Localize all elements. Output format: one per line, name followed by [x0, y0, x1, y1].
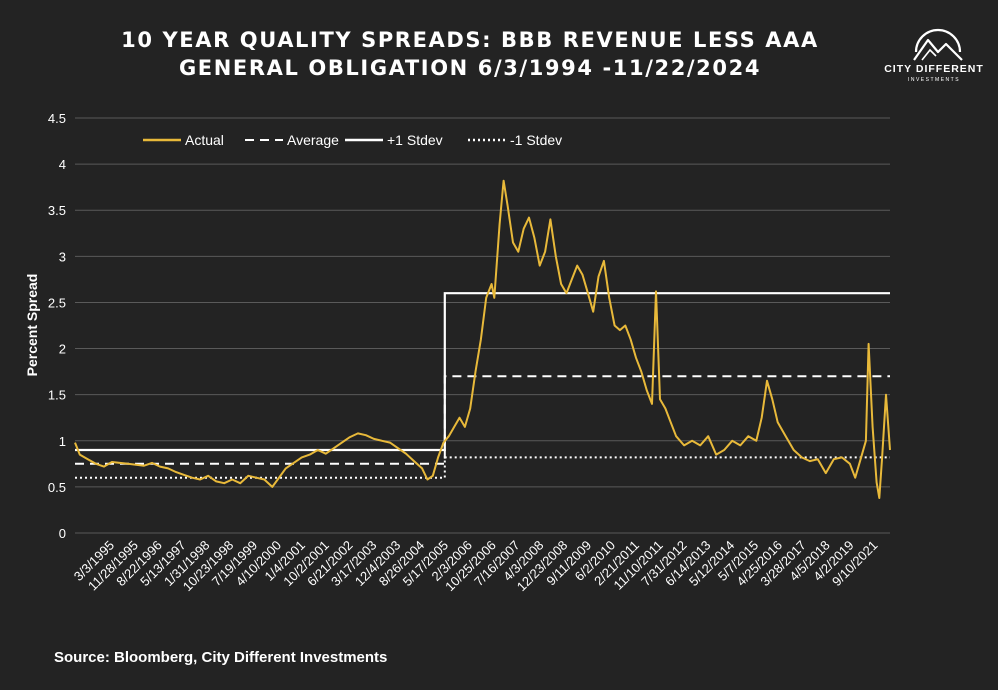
y-tick-label: 0.5: [48, 480, 66, 495]
x-axis-ticks: 3/3/199511/28/19958/22/19965/13/19971/31…: [71, 538, 881, 595]
legend-label: +1 Stdev: [387, 132, 443, 148]
y-tick-label: 0: [59, 526, 66, 541]
y-axis-label: Percent Spread: [24, 274, 40, 377]
chart-title-line-1: 10 YEAR QUALITY SPREADS: BBB REVENUE LES…: [121, 28, 819, 52]
legend-label: -1 Stdev: [510, 132, 562, 148]
legend-label: Actual: [185, 132, 224, 148]
y-tick-label: 1.5: [48, 388, 66, 403]
y-tick-label: 4.5: [48, 111, 66, 126]
y-tick-label: 4: [59, 157, 66, 172]
y-axis-ticks: 0 0.5 1 1.5 2 2.5 3 3.5 4 4.5: [48, 111, 66, 541]
source-note: Source: Bloomberg, City Different Invest…: [54, 649, 388, 666]
series-line--1-stdev: [75, 456, 890, 479]
actual-series-layer: [74, 179, 891, 499]
chart-title-line-2: GENERAL OBLIGATION 6/3/1994 -11/22/2024: [178, 56, 762, 80]
grid-lines: [75, 117, 890, 534]
mountain-circle-logo-icon: [913, 28, 963, 61]
y-tick-label: 2.5: [48, 295, 66, 310]
logo-subtitle: INVESTMENTS: [907, 77, 961, 83]
y-tick-label: 3.5: [48, 203, 66, 218]
y-tick-label: 2: [59, 342, 66, 357]
logo-name: CITY DIFFERENT: [884, 63, 984, 75]
series-line-actual: [74, 179, 891, 499]
y-tick-label: 3: [59, 249, 66, 264]
legend: Actual Average +1 Stdev -1 Stdev: [143, 132, 562, 148]
chart-title: 10 YEAR QUALITY SPREADS: BBB REVENUE LES…: [70, 26, 870, 82]
legend-label: Average: [287, 132, 339, 148]
series-line--1-stdev: [75, 292, 890, 452]
y-tick-label: 1: [59, 434, 66, 449]
reference-lines: [75, 292, 890, 479]
